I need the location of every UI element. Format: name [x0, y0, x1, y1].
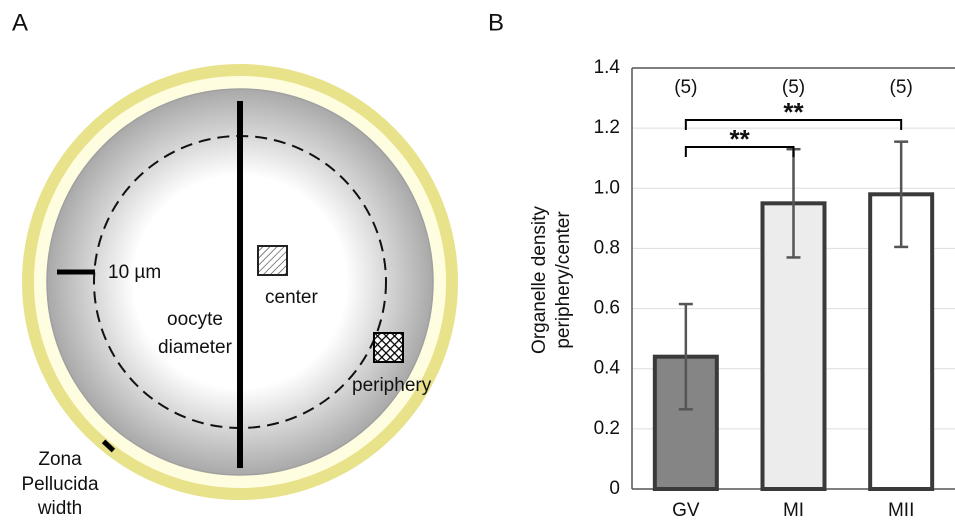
x-tick-label: MII	[888, 500, 914, 521]
y-axis-label: periphery/center	[553, 211, 574, 349]
center-label: center	[265, 287, 318, 308]
n-label: (5)	[890, 77, 913, 98]
n-label: (5)	[674, 77, 697, 98]
y-tick-label: 1.0	[594, 177, 620, 198]
y-tick-label: 0	[609, 478, 620, 499]
significance-bracket	[684, 146, 795, 157]
zona-label: Zona	[38, 449, 82, 470]
significance-label: **	[730, 124, 751, 154]
y-tick-label: 1.2	[594, 117, 620, 138]
y-tick-label: 0.6	[594, 298, 620, 319]
zona-label: Pellucida	[21, 474, 99, 495]
x-tick-label: GV	[672, 500, 700, 521]
diameter-label: diameter	[158, 337, 233, 358]
x-tick-label: MI	[783, 500, 804, 521]
periphery-roi	[373, 332, 404, 363]
panel-label: A	[12, 9, 28, 36]
periphery-label: periphery	[352, 375, 432, 396]
significance-label: **	[783, 97, 804, 127]
diameter-label: oocyte	[167, 309, 223, 330]
y-tick-label: 0.8	[594, 237, 620, 258]
y-tick-label: 0.2	[594, 418, 620, 439]
scale-label: 10 µm	[108, 262, 161, 283]
y-tick-label: 1.4	[594, 57, 621, 78]
significance-bracket	[684, 119, 903, 130]
center-roi	[257, 245, 288, 276]
panel-label: B	[488, 9, 504, 36]
n-label: (5)	[782, 77, 805, 98]
zona-width-bar	[101, 439, 116, 453]
y-axis-label: Organelle density	[529, 206, 550, 354]
zona-label: width	[37, 498, 82, 519]
y-tick-label: 0.4	[594, 358, 621, 379]
